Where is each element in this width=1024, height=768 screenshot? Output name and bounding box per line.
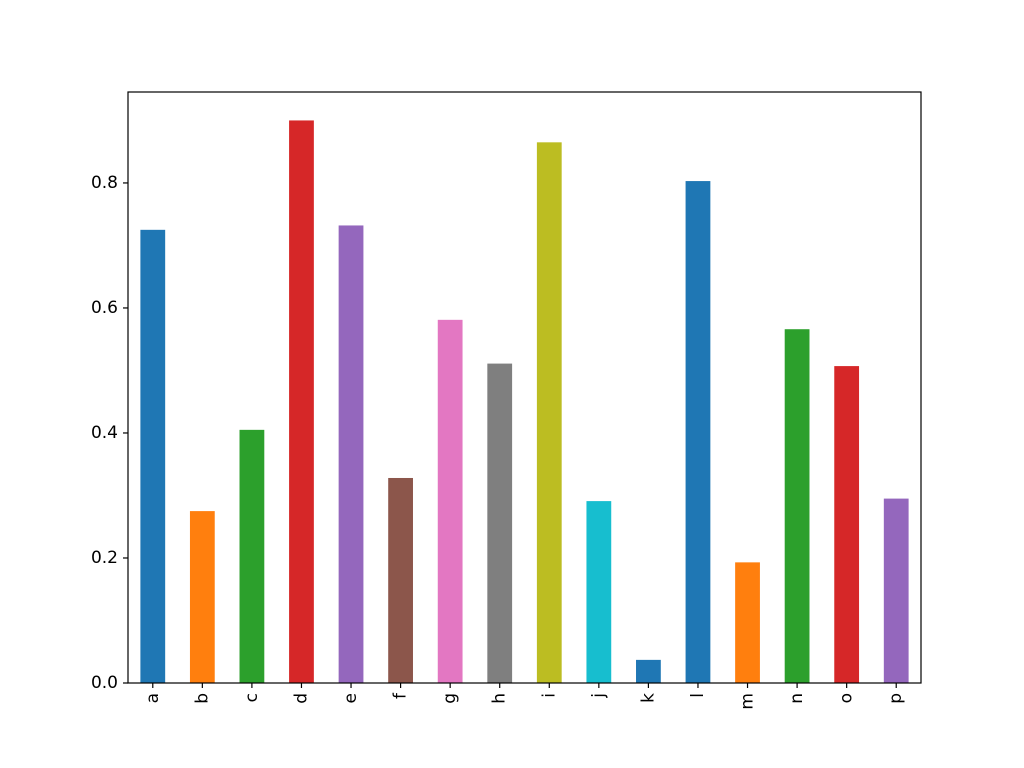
y-tick-label-3: 0.6 <box>91 298 118 318</box>
y-tick-label-1: 0.2 <box>91 548 118 568</box>
bar-f <box>388 477 413 683</box>
bar-a <box>140 229 166 683</box>
x-tick-label-b: b <box>192 693 212 704</box>
bar-m <box>735 562 760 683</box>
y-tick-label-0: 0.0 <box>91 673 118 693</box>
x-tick-label-o: o <box>837 693 857 703</box>
y-tick-label-2: 0.4 <box>91 423 118 443</box>
x-tick-label-l: l <box>688 693 708 698</box>
bar-k <box>636 659 661 683</box>
x-tick-label-j: j <box>589 693 609 699</box>
bars-group <box>140 120 909 684</box>
x-tick-label-m: m <box>738 693 758 710</box>
x-tick-label-f: f <box>391 692 411 699</box>
x-tick-label-a: a <box>143 693 163 703</box>
bar-n <box>784 329 810 683</box>
y-axis-ticks: 0.0 0.2 0.4 0.6 0.8 <box>91 173 128 693</box>
bar-j <box>586 501 612 683</box>
bar-c <box>239 429 265 683</box>
x-tick-label-k: k <box>638 693 658 703</box>
x-tick-label-i: i <box>539 693 559 698</box>
x-tick-label-h: h <box>490 693 510 704</box>
bar-h <box>487 363 513 683</box>
bar-o <box>834 366 860 683</box>
bar-d <box>289 120 314 684</box>
bar-e <box>338 225 364 684</box>
x-tick-label-e: e <box>341 693 361 703</box>
y-tick-label-4: 0.8 <box>91 173 118 193</box>
bar-l <box>685 181 711 684</box>
x-tick-label-p: p <box>886 693 906 704</box>
x-tick-label-n: n <box>787 693 807 704</box>
bar-b <box>189 511 215 683</box>
bar-g <box>437 319 463 683</box>
bar-p <box>883 498 909 683</box>
plot-frame <box>127 91 922 684</box>
x-tick-label-d: d <box>291 693 311 704</box>
x-axis-ticks: a b c d e f g h i j k l m n o p <box>143 683 906 710</box>
x-tick-label-g: g <box>440 693 460 704</box>
x-tick-label-c: c <box>242 693 262 702</box>
bar-i <box>536 142 562 684</box>
